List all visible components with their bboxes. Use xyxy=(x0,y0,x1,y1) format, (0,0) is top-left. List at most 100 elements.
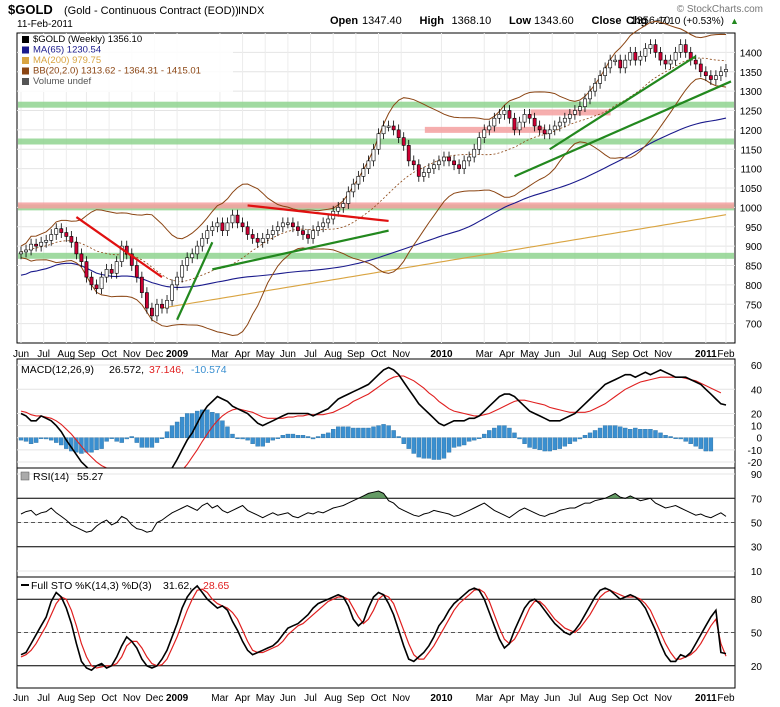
macd-signal-value: 37.146, xyxy=(149,364,184,376)
rsi-legend-icon xyxy=(20,471,30,481)
candle-body xyxy=(235,214,240,224)
trendline-green xyxy=(212,229,389,271)
macd-histogram-bar xyxy=(552,437,557,451)
stoch-x-label: Jul xyxy=(37,693,50,704)
candle-body xyxy=(230,214,235,224)
candle-body xyxy=(447,156,451,162)
macd-histogram-bar xyxy=(668,436,673,438)
candle-body xyxy=(603,67,608,76)
candle-body xyxy=(19,251,23,255)
candle-body xyxy=(220,222,225,231)
macd-histogram-bar xyxy=(648,429,653,438)
macd-histogram-bar xyxy=(512,432,517,438)
macd-histogram-bar xyxy=(497,425,502,438)
macd-histogram-bar xyxy=(567,437,573,444)
candle-body xyxy=(613,59,618,62)
candle-body xyxy=(713,75,718,80)
price-x-label: Aug xyxy=(57,349,75,360)
price-x-label: Nov xyxy=(123,349,141,360)
stoch-k-line xyxy=(20,584,727,672)
candle-body xyxy=(472,148,477,158)
macd-histogram-bar xyxy=(336,426,341,438)
price-x-label: 2011 xyxy=(695,349,717,360)
price-x-label: Apr xyxy=(499,349,515,360)
legend-entry: $GOLD (Weekly) 1356.10 xyxy=(33,34,142,45)
price-x-label: May xyxy=(520,349,539,360)
rsi-y-tick: 10 xyxy=(751,567,763,578)
candle-body xyxy=(210,226,215,231)
macd-histogram-bar xyxy=(235,437,240,439)
macd-histogram-bar xyxy=(38,437,44,439)
macd-histogram-bar xyxy=(220,420,225,438)
price-x-label: Jul xyxy=(569,349,582,360)
macd-histogram-bar xyxy=(537,437,542,451)
macd-histogram-bar xyxy=(59,437,64,446)
quote-value-low: 1343.60 xyxy=(534,15,574,27)
macd-histogram-bar xyxy=(638,429,643,438)
candle-body xyxy=(250,234,255,239)
price-x-label: Mar xyxy=(476,349,494,360)
macd-histogram-bar xyxy=(28,437,34,444)
candle-body xyxy=(155,303,159,317)
rsi-y-tick: 30 xyxy=(751,543,763,554)
rsi-y-tick: 50 xyxy=(751,519,763,530)
candle-body xyxy=(673,52,678,61)
macd-histogram-bar xyxy=(522,437,527,444)
candle-body xyxy=(119,245,124,262)
macd-histogram-bar xyxy=(164,431,170,438)
stoch-x-label: Jun xyxy=(280,693,296,704)
candle-body xyxy=(693,59,698,65)
macd-histogram-bar xyxy=(74,437,79,453)
legend-swatch xyxy=(22,67,29,75)
stoch-x-label: Jun xyxy=(544,693,560,704)
macd-histogram-bar xyxy=(346,426,351,438)
macd-histogram-bar xyxy=(572,437,578,442)
macd-y-tick: -10 xyxy=(748,446,763,457)
macd-histogram-bar xyxy=(527,437,532,448)
candle-body xyxy=(185,257,190,266)
candle-body xyxy=(245,226,250,235)
macd-histogram-bar xyxy=(295,435,301,438)
macd-histogram-bar xyxy=(386,425,391,438)
macd-histogram-bar xyxy=(139,437,145,448)
price-x-label: Apr xyxy=(235,349,251,360)
macd-histogram-bar xyxy=(275,437,281,439)
rsi-y-tick: 90 xyxy=(751,470,763,481)
price-x-label: Mar xyxy=(211,349,229,360)
macd-histogram-bar xyxy=(94,437,99,451)
price-x-label: Aug xyxy=(324,349,342,360)
price-x-label: Sep xyxy=(347,349,365,360)
macd-y-tick: 40 xyxy=(751,385,763,396)
macd-histogram-bar xyxy=(23,437,29,442)
macd-histogram-bar xyxy=(623,427,628,438)
stoch-x-label: May xyxy=(256,693,275,704)
macd-histogram-bar xyxy=(124,437,129,440)
candle-body xyxy=(285,222,290,225)
candle-body xyxy=(336,207,341,212)
macd-histogram-bar xyxy=(502,425,507,438)
price-x-label: Jul xyxy=(37,349,50,360)
candle-body xyxy=(708,75,713,80)
macd-histogram-bar xyxy=(673,437,678,439)
macd-histogram-bar xyxy=(300,435,306,438)
macd-histogram-bar xyxy=(628,429,633,438)
stoch-d-value: 28.65 xyxy=(203,580,229,592)
macd-histogram-bar xyxy=(658,432,663,438)
candle-body xyxy=(537,125,542,131)
stoch-x-label: 2010 xyxy=(430,693,453,704)
macd-histogram-bar xyxy=(250,437,255,444)
candle-body xyxy=(492,117,497,127)
candle-body xyxy=(306,234,310,239)
price-x-label: Aug xyxy=(589,349,607,360)
stoch-x-label: Apr xyxy=(235,693,251,704)
price-y-tick: 1000 xyxy=(740,203,763,214)
candle-body xyxy=(150,307,154,317)
candle-body xyxy=(618,59,623,69)
macd-histogram-bar xyxy=(602,425,608,438)
candle-body xyxy=(532,117,537,127)
macd-histogram-bar xyxy=(482,433,487,438)
quote-label-chg: Chg xyxy=(626,15,647,27)
stoch-x-label: Mar xyxy=(211,693,229,704)
macd-histogram-bar xyxy=(49,437,54,441)
price-y-tick: 800 xyxy=(745,281,762,292)
